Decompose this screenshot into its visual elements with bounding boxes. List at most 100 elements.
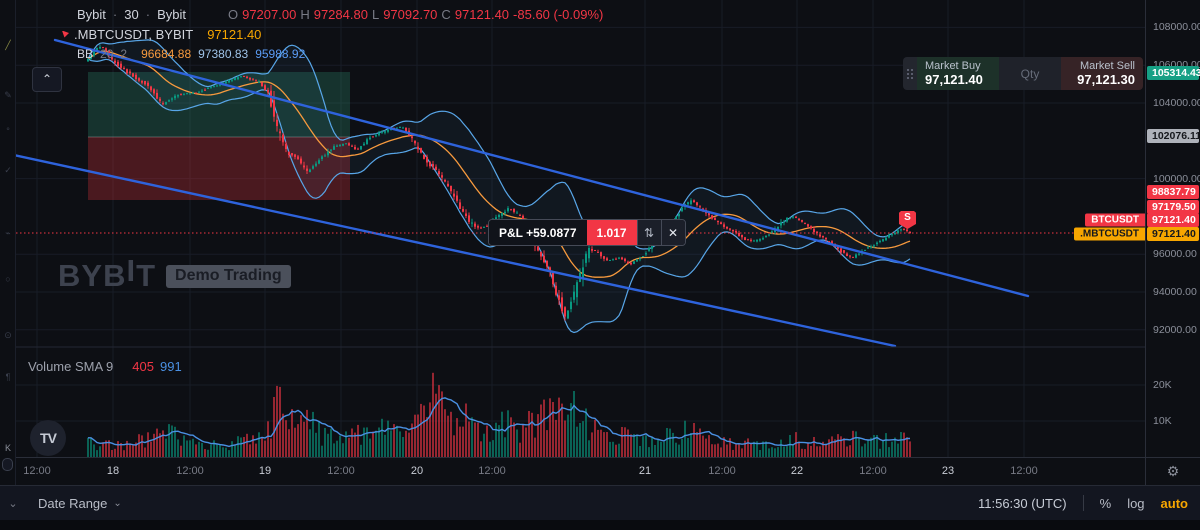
price-axis[interactable]: 108000.00106000.00104000.00100000.009600… (1145, 0, 1200, 485)
volume-bar (720, 447, 722, 457)
drawing-toolbar[interactable]: ╱ ✎ ° ✓ ⌁ ○ ⊙ ¶ K (0, 0, 16, 485)
tradingview-logo-icon: TV (40, 430, 57, 446)
trendline-tool-icon[interactable]: ╱ (5, 40, 11, 50)
volume-bar (537, 414, 539, 457)
pane-resize-handle[interactable] (2, 458, 13, 471)
candle-body (570, 301, 572, 310)
volume-bar (408, 432, 410, 457)
volume-bar (483, 433, 485, 457)
bb-name[interactable]: BB (77, 47, 94, 61)
volume-bar (795, 432, 797, 457)
reverse-position-icon[interactable]: ⇅ (636, 220, 661, 245)
sell-order-marker[interactable]: S (899, 211, 916, 229)
candle-body (678, 214, 680, 217)
candle-body (381, 131, 383, 133)
candle-body (243, 76, 245, 77)
volume-bar (207, 449, 209, 457)
position-pnl-tooltip[interactable]: P&L +59.0877 1.017 ⇅ ✕ (488, 219, 686, 246)
chart-canvas[interactable] (0, 0, 1145, 457)
close-position-icon[interactable]: ✕ (660, 220, 685, 245)
candle-body (573, 291, 575, 300)
tradingview-logo[interactable]: TV (30, 420, 66, 456)
bb-indicator-row[interactable]: BB 20 2 96684.88 97380.83 95988.92 (77, 44, 603, 64)
candle-body (267, 89, 269, 93)
target-tool-icon[interactable]: ⊙ (4, 330, 12, 340)
legend-symbol[interactable]: Bybit (77, 6, 106, 22)
annotation-tool-icon[interactable]: ¶ (5, 372, 11, 382)
candle-body (195, 92, 197, 94)
candle-body (729, 228, 731, 230)
volume-legend-row[interactable]: Volume SMA 9 405 991 (28, 359, 182, 374)
volume-bar (417, 414, 419, 457)
collapse-legend-button[interactable]: ⌃ (32, 67, 62, 92)
log-scale-button[interactable]: log (1127, 495, 1145, 511)
trade-widget-drag-handle[interactable] (903, 57, 917, 90)
bb-basis-line (87, 50, 911, 278)
volume-bar (252, 435, 254, 457)
pencil-tool-icon[interactable]: ✎ (4, 90, 12, 100)
volume-bar (462, 426, 464, 457)
volume-tick: 20K (1153, 379, 1172, 391)
volume-bar (831, 436, 833, 457)
time-axis[interactable]: 12:00 18 12:00 19 12:00 20 12:00 21 12:00 22 12:00… (0, 457, 1145, 485)
auto-scale-button[interactable]: auto (1160, 495, 1188, 511)
date-range-button[interactable]: Date Range ⌄ (38, 496, 122, 511)
percent-scale-button[interactable]: % (1099, 495, 1112, 511)
candle-body (348, 143, 350, 146)
market-sell-button[interactable]: Market Sell 97,121.30 (1061, 57, 1143, 90)
measure-tool-icon[interactable]: ✓ (4, 165, 12, 175)
volume-bar (897, 443, 899, 457)
candle-body (456, 195, 458, 201)
shape-tool-icon[interactable]: ○ (5, 274, 11, 284)
candle-body (219, 84, 221, 86)
candle-body (387, 129, 389, 132)
candle-body (327, 151, 329, 156)
series-marker-icon (62, 30, 69, 38)
volume-bar (459, 426, 461, 457)
legend-exchange[interactable]: Bybit (157, 6, 186, 22)
volume-bar (546, 430, 548, 457)
volume-bar (411, 423, 413, 457)
series-legend-row[interactable]: Bybit · 30 · Bybit O 97207.00 H 97284.80… (77, 4, 603, 24)
candle-body (123, 67, 125, 70)
volume-bar (255, 443, 257, 457)
candle-body (162, 103, 164, 105)
legend-interval[interactable]: 30 (124, 6, 139, 22)
volume-bar (570, 403, 572, 457)
axis-settings-button[interactable]: ⚙ (1145, 457, 1200, 485)
volume-bar (876, 435, 878, 457)
candle-body (204, 89, 206, 91)
qty-input[interactable] (999, 57, 1061, 90)
candle-body (783, 221, 785, 223)
volume-bar (882, 440, 884, 457)
candle-body (444, 180, 446, 182)
overlay-symbol[interactable]: .MBTCUSDT, BYBIT (74, 26, 194, 42)
volume-indicator-name[interactable]: Volume SMA 9 (28, 359, 114, 374)
candle-body (270, 90, 272, 107)
text-tool-icon[interactable]: ⌁ (5, 228, 11, 238)
market-buy-button[interactable]: Market Buy 97,121.40 (917, 57, 999, 90)
gear-icon: ⚙ (1166, 463, 1180, 479)
bottom-collapse-icon[interactable]: ⌄ (8, 497, 18, 510)
candle-body (144, 81, 146, 85)
volume-bar (900, 432, 902, 457)
volume-bar (561, 403, 563, 457)
volume-bar (612, 441, 614, 457)
market-sell-price: 97,121.30 (1077, 72, 1135, 87)
magnet-tool-icon[interactable]: K (4, 443, 11, 453)
candle-body (738, 233, 740, 237)
window-edge (0, 520, 1200, 530)
candle-body (882, 239, 884, 242)
fib-tool-icon[interactable]: ° (6, 126, 10, 136)
candle-body (750, 239, 752, 241)
volume-bar (534, 437, 536, 457)
candle-body (330, 149, 332, 151)
volume-bar (357, 424, 359, 457)
volume-bar (426, 417, 428, 457)
clock-utc[interactable]: 11:56:30 (UTC) (977, 495, 1067, 511)
market-buy-price: 97,121.40 (925, 72, 983, 87)
candle-body (159, 98, 161, 101)
time-tick: 12:00 (859, 465, 887, 477)
candle-body (888, 234, 890, 238)
overlay-symbol-row[interactable]: .MBTCUSDT, BYBIT 97121.40 (62, 24, 603, 44)
